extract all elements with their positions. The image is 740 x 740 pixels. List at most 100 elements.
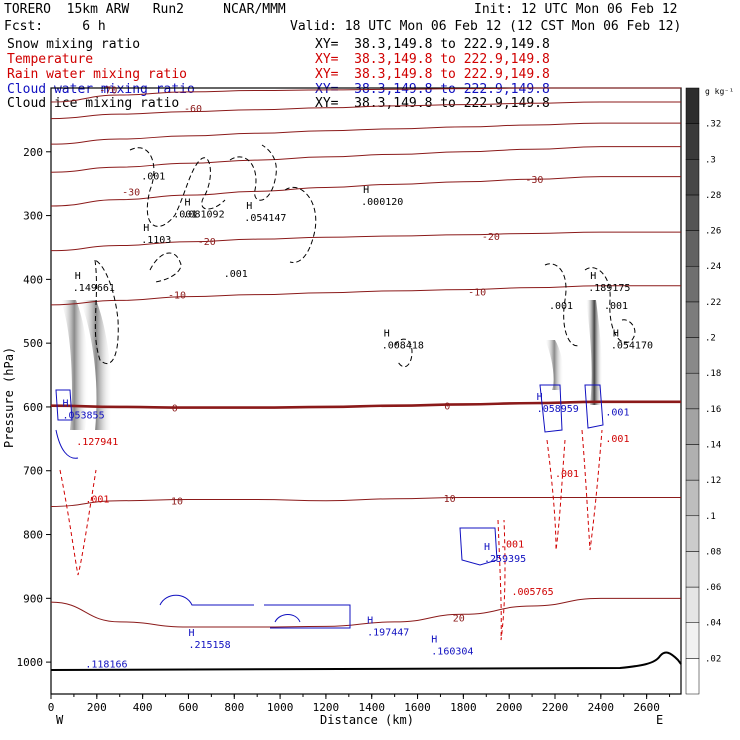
cloud-water-value: .197447 <box>367 627 409 638</box>
cloud-water-max-h: H <box>62 399 68 410</box>
cloud-water-contour-west <box>55 389 79 459</box>
cloud-water-max-h: H <box>188 628 194 639</box>
cloud-water-value: .160304 <box>431 647 473 658</box>
colorbar-segment <box>685 230 700 267</box>
cloud-water-contour-south <box>459 527 498 566</box>
colorbar-segment <box>685 194 700 231</box>
ice-contour-value: .081092 <box>182 210 224 221</box>
colorbar-segment <box>685 551 700 588</box>
isotherm-label: 0 <box>172 404 178 415</box>
isotherm-m10 <box>50 285 681 306</box>
cloud-water-value: .058959 <box>537 404 579 415</box>
snow-max-value: .149661 <box>73 283 115 294</box>
x-tick-label: 1600 <box>404 701 431 714</box>
colorbar-tick-label: .32 <box>705 120 721 130</box>
colorbar-segment <box>685 658 700 695</box>
model-title: TORERO 15km ARW Run2 NCAR/MMM <box>4 2 286 17</box>
isotherm-m60 <box>50 101 682 120</box>
cloud-water-max-h: H <box>431 635 437 646</box>
x-tick-label: 2000 <box>496 701 523 714</box>
snow-plume-west-a <box>60 300 89 430</box>
ice-contour-center <box>394 338 413 368</box>
rain-contour-value: .127941 <box>76 437 118 448</box>
snow-shading <box>60 300 603 430</box>
rain-contour-east-a <box>546 439 566 551</box>
field-xy-snow: XY= 38.3,149.8 to 222.9,149.8 <box>315 37 550 52</box>
ice-contour-upper-c <box>284 187 317 264</box>
cloud-water-value: .259395 <box>484 554 526 565</box>
x-axis-title: Distance (km) <box>320 713 414 727</box>
rain-contour-value: .001 <box>500 539 524 550</box>
field-label-temperature: Temperature <box>7 52 94 67</box>
ice-contour-value: .001 <box>604 301 628 312</box>
cloud-water-max-h: H <box>537 392 543 403</box>
snow-max-value: .189175 <box>588 283 630 294</box>
field-label-cloud-water: Cloud water mixing ratio <box>7 82 195 97</box>
colorbar-tick-label: .2 <box>705 334 716 344</box>
rain-contour-value: .001 <box>85 495 109 506</box>
valid-time: Valid: 18 UTC Mon 06 Feb 12 (12 CST Mon … <box>290 19 682 34</box>
y-tick-label: 600 <box>23 401 43 414</box>
isotherm-label: 10 <box>444 494 456 505</box>
isotherm-m70 <box>50 87 681 103</box>
field-xy-cloud-ice: XY= 38.3,149.8 to 222.9,149.8 <box>315 96 550 111</box>
colorbar-segment <box>685 301 700 338</box>
snow-plume-east-b <box>586 300 603 405</box>
y-tick-label: 300 <box>23 210 43 223</box>
isotherm-0 <box>50 400 681 409</box>
ice-max-h: H <box>613 328 619 339</box>
terrain-surface <box>50 651 682 671</box>
x-tick-label: 1400 <box>358 701 385 714</box>
colorbar: .02 .04 .06 .08 .1 .12 .14 .16 .18 .2 .22 .24 .26 .28… <box>685 87 721 695</box>
ice-contour-east-b <box>584 267 636 343</box>
x-tick-label: 400 <box>133 701 153 714</box>
y-axis-title: Pressure (hPa) <box>2 347 16 448</box>
colorbar-tick-label: .14 <box>705 440 721 450</box>
axes: 0 200 400 600 800 1000 1200 1400 1600 1800 2000 220… <box>17 146 671 714</box>
ice-max-h: H <box>384 328 390 339</box>
ice-max-h: H <box>246 201 252 212</box>
x-tick-label: 2400 <box>588 701 615 714</box>
ice-contour-value: .000120 <box>361 197 403 208</box>
rain-contour-south <box>497 519 506 641</box>
isotherm-label: -10 <box>168 291 186 302</box>
ice-max-h: H <box>184 198 190 209</box>
snow-max-h: H <box>75 271 81 282</box>
x-tick-label: 0 <box>48 701 55 714</box>
y-tick-label: 900 <box>23 592 43 605</box>
rain-contour-value: .001 <box>605 434 629 445</box>
field-xy-rain: XY= 38.3,149.8 to 222.9,149.8 <box>315 67 550 82</box>
isotherm-label: 20 <box>453 613 465 624</box>
field-label-snow: Snow mixing ratio <box>7 37 141 52</box>
ice-contour-upper-a <box>129 147 226 227</box>
cloud-water-value: .215158 <box>188 640 230 651</box>
rain-contour-west <box>59 469 97 576</box>
isotherm-m20 <box>50 231 681 252</box>
x-tick-label: 2200 <box>542 701 569 714</box>
colorbar-segment <box>685 123 700 160</box>
colorbar-tick-label: .1 <box>705 512 716 522</box>
y-tick-label: 500 <box>23 337 43 350</box>
colorbar-segment <box>685 265 700 303</box>
colorbar-tick-label: .02 <box>705 654 721 664</box>
cloud-water-max-h: H <box>367 615 373 626</box>
ice-max-h: H <box>143 223 149 234</box>
ice-max-h: H <box>363 185 369 196</box>
isotherm-10 <box>50 497 681 507</box>
isotherm-20 <box>50 597 681 628</box>
ice-contour-upper-b <box>229 144 277 201</box>
isotherm-label: -10 <box>468 287 486 298</box>
y-tick-label: 400 <box>23 273 43 286</box>
x-tick-label: 600 <box>179 701 199 714</box>
colorbar-unit: g kg⁻¹ <box>705 87 734 96</box>
isotherm-m50 <box>50 122 681 145</box>
colorbar-tick-label: .28 <box>705 191 721 201</box>
x-tick-label: 1200 <box>313 701 340 714</box>
cloud-water-contour-east <box>539 384 604 433</box>
field-label-rain: Rain water mixing ratio <box>7 67 188 82</box>
isotherm-label: -70 <box>99 85 117 96</box>
field-xy-temperature: XY= 38.3,149.8 to 222.9,149.8 <box>315 52 550 67</box>
snow-plume-west-b <box>80 300 113 430</box>
ice-contour-value: .1103 <box>141 235 171 246</box>
ice-contour-value: .001 <box>141 171 165 182</box>
